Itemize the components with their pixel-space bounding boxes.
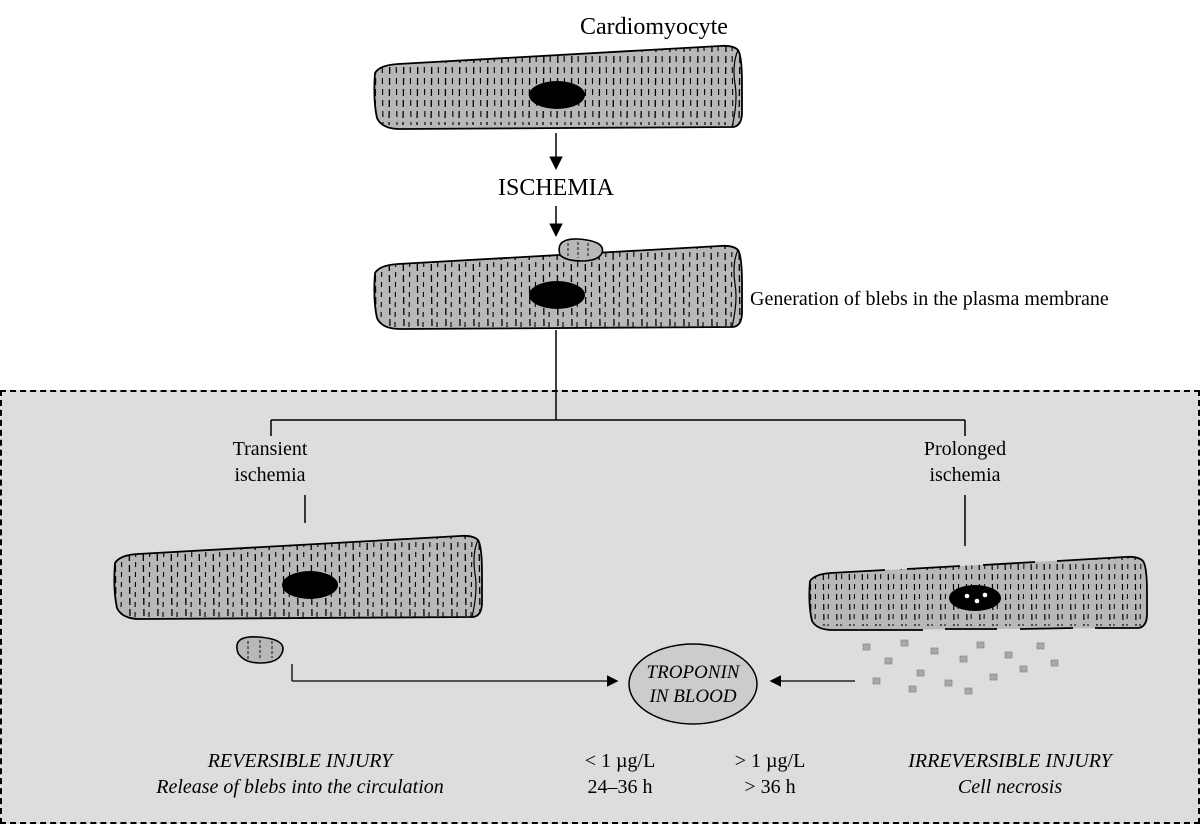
label-troponin-1: TROPONIN [633, 662, 753, 684]
label-threshold-right-1: > 1 µg/L [710, 750, 830, 773]
label-irreversible-2: Cell necrosis [880, 776, 1140, 799]
label-transient-1: Transient [200, 438, 340, 461]
label-ischemia: ISCHEMIA [496, 175, 616, 202]
ischemia-flowchart: Cardiomyocyte ISCHEMIA Generation of ble… [0, 0, 1200, 824]
label-prolonged-1: Prolonged [895, 438, 1035, 461]
label-threshold-left-1: < 1 µg/L [560, 750, 680, 773]
label-transient-2: ischemia [200, 464, 340, 487]
label-blebs-caption: Generation of blebs in the plasma membra… [750, 288, 1190, 311]
connectors [0, 0, 1200, 824]
label-reversible-1: REVERSIBLE INJURY [120, 750, 480, 773]
label-threshold-left-2: 24–36 h [560, 776, 680, 799]
label-threshold-right-2: > 36 h [710, 776, 830, 799]
label-prolonged-2: ischemia [895, 464, 1035, 487]
label-troponin-2: IN BLOOD [633, 686, 753, 708]
label-irreversible-1: IRREVERSIBLE INJURY [880, 750, 1140, 773]
label-reversible-2: Release of blebs into the circulation [120, 776, 480, 799]
title-cardiomyocyte: Cardiomyocyte [580, 14, 840, 41]
